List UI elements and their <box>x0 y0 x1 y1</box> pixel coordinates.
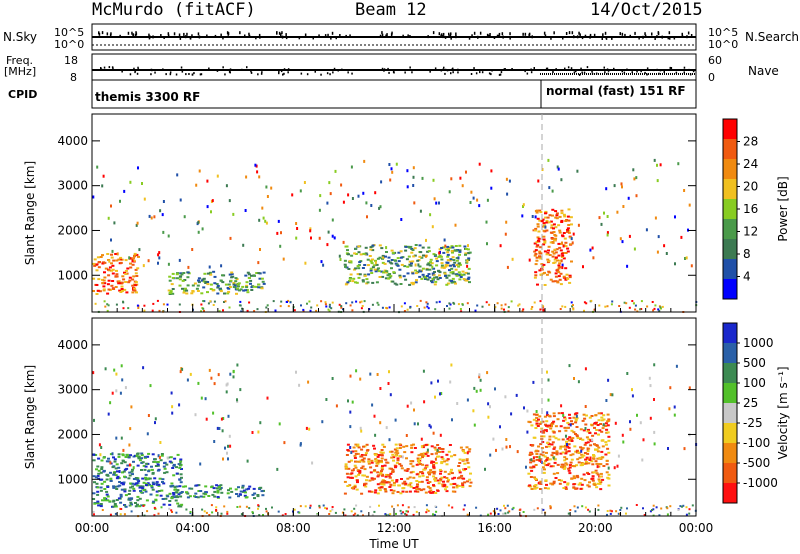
sparse-echoes <box>92 363 698 473</box>
y-axis-label: Slant Range [km] <box>23 161 37 265</box>
echo-region <box>343 244 472 286</box>
nsky-strip <box>91 23 697 51</box>
y-tick-label: 2000 <box>57 223 88 237</box>
nsky-label: N.Sky <box>3 30 38 44</box>
colorbar-tick-label: -100 <box>743 436 770 450</box>
freq-label: Freq. <box>6 54 34 67</box>
colorbar-tick-label: 8 <box>743 247 751 261</box>
x-tick-label: 04:00 <box>175 521 210 535</box>
nave-label: Nave <box>748 64 779 78</box>
colorbar-tick-label: 4 <box>743 270 751 284</box>
cpid-segment-2: normal (fast) 151 RF <box>546 84 686 98</box>
colorbar-label: Power [dB] <box>776 176 790 241</box>
y-tick-label: 3000 <box>57 179 88 193</box>
ground-echoes <box>94 299 698 314</box>
nave-bottom-tick: 0 <box>708 71 715 84</box>
station-title: McMurdo (fitACF) <box>92 0 256 20</box>
velocity-colorbar: 1000 500 100 25 -25 -100 -500 -1000 Velocity [m … <box>722 322 790 504</box>
strip-samples <box>98 31 695 76</box>
nsearch-top-tick: 10^5 <box>708 26 739 39</box>
x-tick-label: 00:00 <box>75 521 110 535</box>
echo-region <box>532 208 573 286</box>
power-colorbar: 4 8 12 16 20 24 28 Power [dB] <box>722 118 790 300</box>
colorbar-tick-label: 1000 <box>743 336 774 350</box>
x-tick-label: 00:00 <box>679 521 714 535</box>
colorbar-tick-label: 100 <box>743 376 766 390</box>
y-tick-label: 4000 <box>57 338 88 352</box>
nsky-bottom-tick: 10^0 <box>54 38 85 51</box>
colorbar-tick-label: 12 <box>743 225 758 239</box>
cpid-segment-1: themis 3300 RF <box>95 90 201 104</box>
power-panel <box>91 113 698 314</box>
nsearch-label: N.Search <box>745 30 800 44</box>
echo-region <box>169 484 265 500</box>
y-tick-label: 3000 <box>57 383 88 397</box>
echo-region <box>92 252 140 295</box>
colorbar-tick-label: -25 <box>743 416 763 430</box>
echo-region <box>343 443 473 495</box>
x-tick-label: 20:00 <box>578 521 613 535</box>
echo-region <box>527 412 611 491</box>
cpid-label: CPID <box>8 88 38 101</box>
y-tick-label: 2000 <box>57 427 88 441</box>
colorbar-tick-label: 28 <box>743 135 758 149</box>
cpid-strip <box>91 79 697 109</box>
y-axis-label: Slant Range [km] <box>23 365 37 469</box>
x-tick-label: 16:00 <box>477 521 512 535</box>
x-axis-label: Time UT <box>368 537 419 551</box>
beam-title: Beam 12 <box>355 0 427 20</box>
freq-bottom-tick: 8 <box>70 71 77 84</box>
x-tick-label: 12:00 <box>377 521 412 535</box>
y-tick-label: 1000 <box>57 472 88 486</box>
colorbar-tick-label: 25 <box>743 396 758 410</box>
colorbar-tick-label: -500 <box>743 456 770 470</box>
freq-strip <box>91 53 697 81</box>
sparse-echoes <box>92 158 693 270</box>
echo-region <box>92 452 184 508</box>
echo-region <box>167 270 266 295</box>
colorbar-tick-label: -1000 <box>743 476 778 490</box>
colorbar-tick-label: 500 <box>743 356 766 370</box>
nsearch-bottom-tick: 10^0 <box>708 38 739 51</box>
ground-echoes <box>92 504 697 518</box>
x-tick-label: 08:00 <box>276 521 311 535</box>
nave-top-tick: 60 <box>708 54 722 67</box>
y-tick-label: 4000 <box>57 134 88 148</box>
nsky-top-tick: 10^5 <box>54 26 85 39</box>
freq-top-tick: 18 <box>64 54 78 67</box>
velocity-panel <box>91 317 698 518</box>
colorbar-tick-label: 16 <box>743 202 758 216</box>
y-tick-label: 1000 <box>57 268 88 282</box>
freq-unit-label: [MHz] <box>4 65 37 78</box>
colorbar-tick-label: 24 <box>743 157 758 171</box>
date-title: 14/Oct/2015 <box>590 0 703 20</box>
colorbar-label: Velocity [m s⁻¹] <box>776 366 790 459</box>
colorbar-tick-label: 20 <box>743 180 758 194</box>
